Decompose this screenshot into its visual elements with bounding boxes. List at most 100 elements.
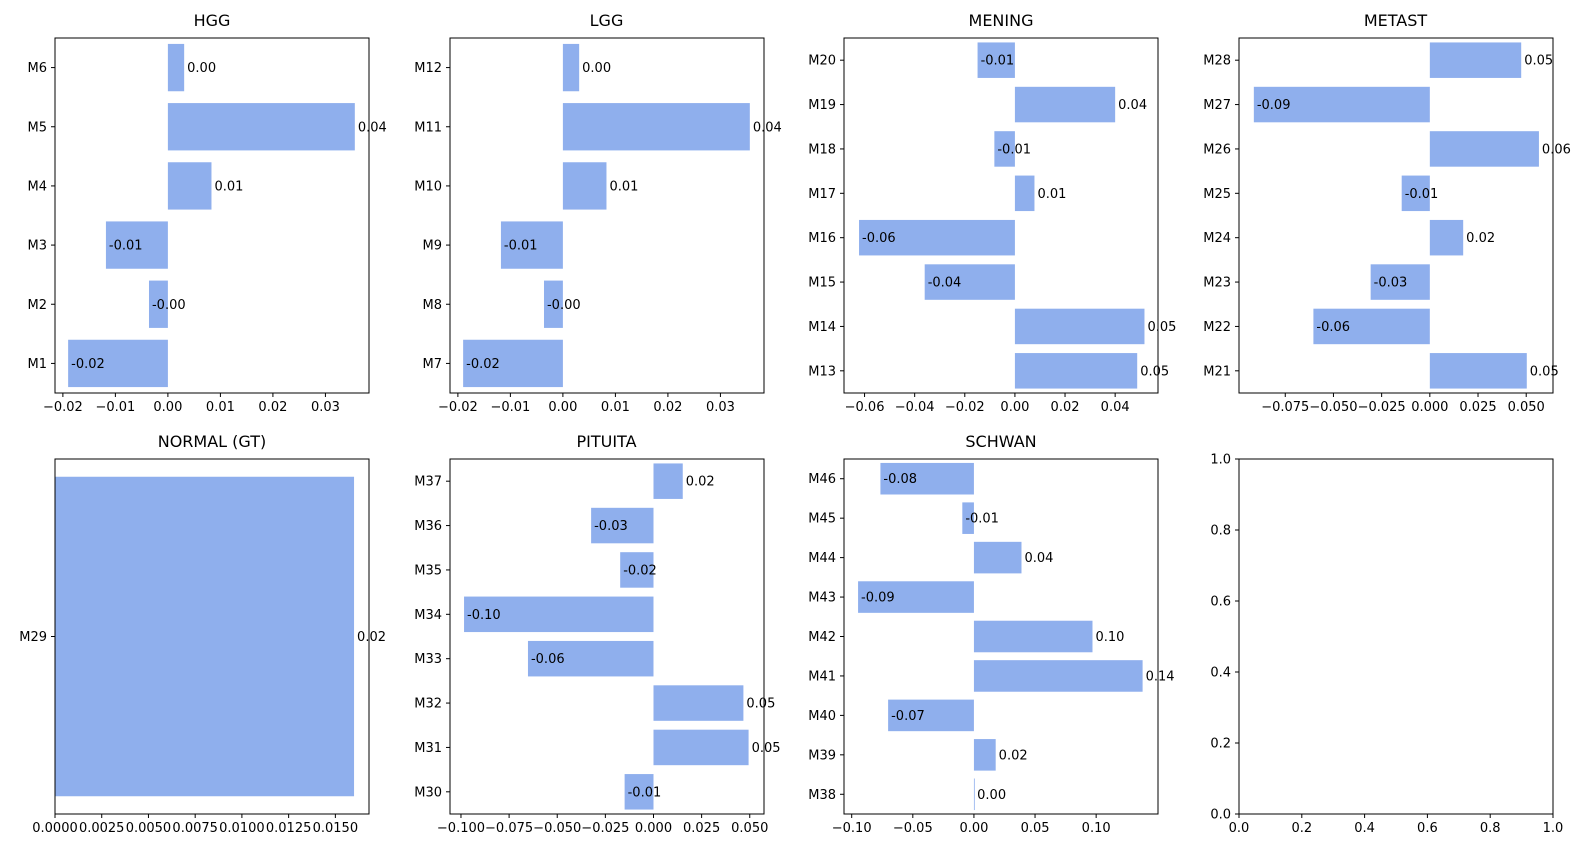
axes-border: [1238, 37, 1553, 394]
x-tick-label: 0.4: [1354, 821, 1375, 836]
y-tick-label-M34: M34: [414, 608, 442, 623]
bar-M19: [1014, 86, 1116, 123]
subplot-mening: MENING M13 0.05 M14 0.05 M15 -0.04 M16 -0.06 M17…: [789, 0, 1184, 421]
y-tick-label-M4: M4: [28, 179, 48, 194]
x-tick-label: −0.050: [1309, 400, 1357, 415]
bar-M3: [105, 221, 168, 269]
bar-M36: [590, 507, 653, 544]
x-tick-label: −0.025: [1357, 400, 1405, 415]
plot-title-hgg: HGG: [193, 11, 231, 30]
x-tick-label: 0.00: [959, 821, 988, 836]
x-tick-label: 0.02: [258, 400, 287, 415]
bar-value-label-M19: 0.04: [1118, 98, 1147, 113]
y-tick-label-M19: M19: [808, 98, 836, 113]
bar-value-label-M31: 0.05: [751, 741, 780, 756]
bar-M15: [924, 264, 1015, 300]
bar-value-label-M18: -0.01: [997, 142, 1031, 157]
x-tick-label: −0.01: [490, 400, 530, 415]
x-tick-label: 0.0: [1228, 821, 1249, 836]
bar-M18: [994, 131, 1015, 167]
bar-value-label-M16: -0.06: [862, 231, 896, 246]
y-tick-label-M28: M28: [1203, 54, 1231, 69]
plot-canvas-empty: 0.0 0.2 0.4 0.6 0.8 1.0 0.0 0.2 0.4 0.6 0.8 1.0: [1210, 453, 1563, 837]
bar-value-label-M24: 0.02: [1466, 231, 1495, 246]
bar-value-label-M26: 0.06: [1541, 142, 1570, 157]
y-tick-label-M39: M39: [808, 748, 836, 763]
y-tick-label-M31: M31: [414, 741, 442, 756]
bar-value-label-M1: -0.02: [71, 357, 105, 372]
plot-title-lgg: LGG: [589, 11, 624, 30]
bar-value-label-M9: -0.01: [503, 239, 537, 254]
y-tick-label: 0.0: [1210, 808, 1231, 823]
bar-M16: [859, 219, 1015, 256]
bar-value-label-M25: -0.01: [1404, 187, 1438, 202]
x-tick-label: 0.0075: [172, 821, 218, 836]
x-tick-label: 0.05: [1021, 821, 1050, 836]
bar-value-label-M15: -0.04: [928, 276, 962, 291]
bar-value-label-M38: 0.00: [977, 788, 1006, 803]
x-tick-label: −0.06: [845, 400, 885, 415]
x-tick-label: 0.03: [311, 400, 340, 415]
bar-value-label-M7: -0.02: [466, 357, 500, 372]
bar-value-label-M35: -0.02: [623, 563, 657, 578]
y-tick-label-M2: M2: [28, 298, 48, 313]
y-tick-label-M40: M40: [808, 709, 836, 724]
x-tick-label: 0.00: [1000, 400, 1029, 415]
y-tick-label-M6: M6: [28, 61, 48, 76]
x-tick-label: 0.10: [1082, 821, 1111, 836]
x-tick-label: −0.02: [437, 400, 477, 415]
bar-M34: [463, 596, 653, 633]
y-tick-label-M5: M5: [28, 120, 48, 135]
plot-canvas-hgg: M1 -0.02 M2 -0.00 M3 -0.01 M4 0.01 M5 0.04 M6 0.00 −…: [28, 37, 387, 415]
bar-value-label-M8: -0.00: [546, 298, 580, 313]
x-tick-label: 0.0000: [32, 821, 78, 836]
bar-M40: [888, 699, 974, 732]
bar-value-label-M39: 0.02: [999, 748, 1028, 763]
axes-border: [1238, 458, 1553, 815]
x-tick-label: 0.03: [705, 400, 734, 415]
x-tick-label: 0.04: [1101, 400, 1130, 415]
bar-value-label-M33: -0.06: [530, 652, 564, 667]
x-tick-label: 1.0: [1542, 821, 1563, 836]
bar-M11: [562, 103, 750, 151]
x-tick-label: −0.075: [1261, 400, 1309, 415]
y-tick-label-M24: M24: [1203, 231, 1231, 246]
x-tick-label: −0.100: [436, 821, 484, 836]
x-tick-label: 0.02: [653, 400, 682, 415]
bar-M43: [858, 581, 974, 613]
bar-M26: [1429, 131, 1539, 167]
x-tick-label: 0.050: [731, 821, 768, 836]
y-tick-label-M25: M25: [1203, 187, 1231, 202]
bar-value-label-M27: -0.09: [1256, 98, 1290, 113]
x-tick-label: −0.01: [95, 400, 135, 415]
x-tick-label: −0.04: [895, 400, 935, 415]
bar-M28: [1429, 42, 1521, 78]
y-tick-label-M16: M16: [808, 231, 836, 246]
bar-M42: [973, 620, 1093, 653]
bar-M46: [880, 462, 974, 495]
subplot-schwan: SCHWAN M38 0.00 M39 0.02 M40 -0.07 M41 0.14 M42 0…: [789, 421, 1184, 842]
bar-value-label-M4: 0.01: [214, 179, 243, 194]
plot-title-pituita: PITUITA: [576, 432, 637, 451]
bar-value-label-M10: 0.01: [609, 179, 638, 194]
bar-value-label-M43: -0.09: [861, 591, 895, 606]
x-tick-label: 0.0125: [266, 821, 312, 836]
bar-value-label-M11: 0.04: [752, 120, 781, 135]
x-tick-label: 0.025: [1459, 400, 1496, 415]
bar-M25: [1401, 175, 1430, 212]
x-tick-label: −0.05: [893, 821, 933, 836]
bar-M13: [1014, 353, 1138, 389]
x-tick-label: 0.0050: [126, 821, 172, 836]
x-tick-label: 0.00: [153, 400, 182, 415]
x-tick-label: 0.01: [206, 400, 235, 415]
bar-value-label-M46: -0.08: [883, 472, 917, 487]
subplot-pituita: PITUITA M30 -0.01 M31 0.05 M32 0.05 M33 -0.06 M3…: [395, 421, 790, 842]
y-tick-label-M12: M12: [414, 61, 442, 76]
y-tick-label-M18: M18: [808, 142, 836, 157]
plot-title-schwan: SCHWAN: [965, 432, 1037, 451]
y-tick-label-M30: M30: [414, 785, 442, 800]
bar-M27: [1253, 86, 1430, 123]
x-tick-label: 0.000: [634, 821, 671, 836]
axes-border: [449, 37, 764, 394]
